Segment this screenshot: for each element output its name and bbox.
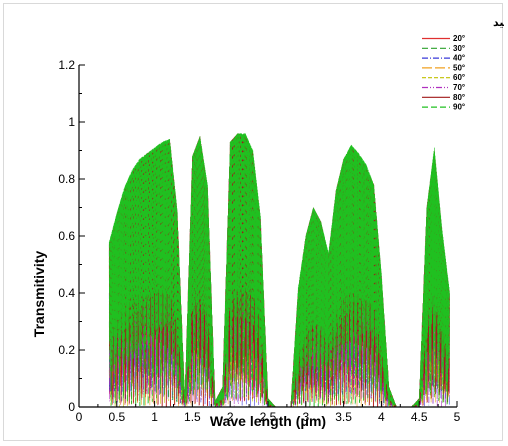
series-group <box>108 133 450 407</box>
series-line-7 <box>108 133 450 407</box>
x-tick-label: 1 <box>151 410 158 424</box>
legend-label: 30° <box>453 44 465 53</box>
legend-label: 60° <box>453 73 465 82</box>
x-tick-label: 2 <box>227 410 234 424</box>
x-tick-label: 0.5 <box>108 410 125 424</box>
legend-label: 90° <box>453 103 465 112</box>
legend-label: 80° <box>453 93 465 102</box>
legend-label: 40° <box>453 54 465 63</box>
y-tick-label: 0.2 <box>58 343 75 357</box>
legend-label: 70° <box>453 83 465 92</box>
legend-items: 20°30°40°50°60°70°80°90° <box>422 34 465 112</box>
x-tick-label: 1.5 <box>184 410 201 424</box>
y-tick-label: 1 <box>68 115 75 129</box>
legend-label: 20° <box>453 34 465 43</box>
x-tick-label: 2.5 <box>260 410 277 424</box>
legend: زاویه تابش خورشید 20°30°40°50°60°70°80°9… <box>422 17 504 112</box>
x-tick-label: 3 <box>302 410 309 424</box>
y-tick-label: 0.4 <box>58 286 75 300</box>
x-axis-title: Wave length (μm) <box>210 413 326 429</box>
legend-title: زاویه تابش خورشید <box>493 17 504 29</box>
chart-frame: 0 0.5 1 1.5 2 2.5 3 3.5 4 4.5 5 0 0.2 0.4 0.6 0.8 1 1.2 W… <box>3 3 504 441</box>
chart: 0 0.5 1 1.5 2 2.5 3 3.5 4 4.5 5 0 0.2 0.4 0.6 0.8 1 1.2 W… <box>31 17 504 429</box>
x-tick-label: 4.5 <box>411 410 428 424</box>
y-tick-label: 0.8 <box>58 172 75 186</box>
y-axis-title: Transmitivity <box>31 251 47 338</box>
y-tick-label: 0.6 <box>58 229 75 243</box>
ticks-group: 0 0.5 1 1.5 2 2.5 3 3.5 4 4.5 5 0 0.2 0.4 0.6 0.8 1 1.2 <box>58 58 460 424</box>
x-tick-label: 4 <box>378 410 385 424</box>
x-tick-label: 3.5 <box>335 410 352 424</box>
y-tick-label: 0 <box>68 400 75 414</box>
x-tick-label: 0 <box>76 410 83 424</box>
legend-label: 50° <box>453 63 465 72</box>
y-tick-label: 1.2 <box>58 58 75 72</box>
x-tick-label: 5 <box>454 410 461 424</box>
